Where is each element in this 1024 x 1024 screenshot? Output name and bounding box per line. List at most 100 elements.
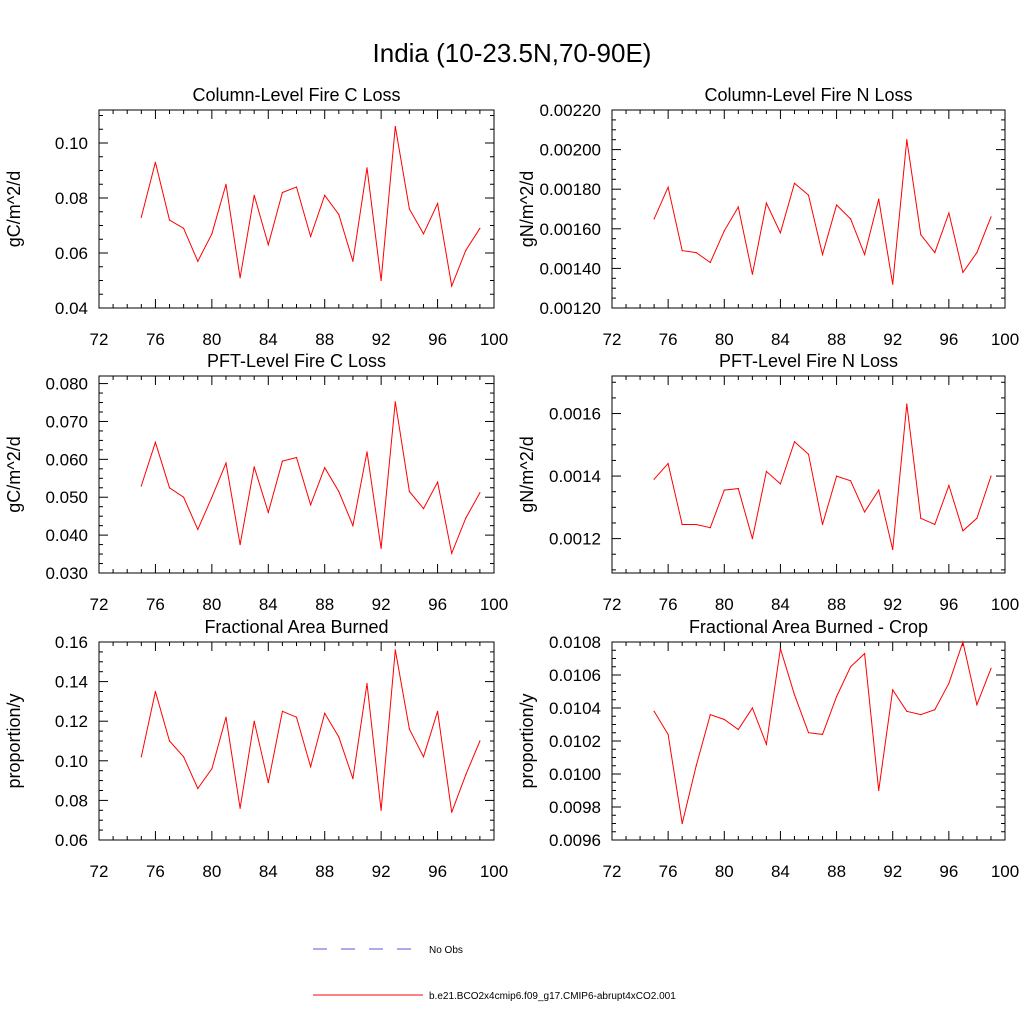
data-point <box>338 490 340 493</box>
data-point <box>197 528 199 531</box>
y-axis-label: gN/m^2/d <box>517 436 537 512</box>
data-point <box>437 202 439 205</box>
y-tick-label: 0.080 <box>45 375 88 394</box>
data-point <box>821 523 824 526</box>
data-point <box>183 496 185 498</box>
x-tick-label: 92 <box>883 862 902 881</box>
data-point <box>253 720 255 722</box>
panel-title: Column-Level Fire C Loss <box>192 85 400 105</box>
data-point <box>380 547 382 550</box>
data-point <box>934 252 936 254</box>
data-point <box>906 403 908 405</box>
data-point <box>709 261 711 264</box>
x-tick-label: 72 <box>90 595 109 614</box>
y-tick-label: 0.16 <box>55 633 88 652</box>
data-point <box>408 728 410 730</box>
data-point <box>465 249 467 251</box>
data-point <box>737 728 739 731</box>
data-point <box>437 481 439 483</box>
x-tick-label: 76 <box>659 330 678 349</box>
x-tick-label: 88 <box>827 595 846 614</box>
data-point <box>681 523 683 526</box>
x-tick-label: 72 <box>603 595 622 614</box>
y-tick-label: 0.14 <box>55 673 88 692</box>
data-point <box>892 283 894 285</box>
y-tick-label: 0.0104 <box>549 699 601 718</box>
data-point <box>465 517 467 519</box>
data-point <box>267 511 269 513</box>
x-tick-label: 96 <box>428 595 447 614</box>
data-point <box>807 732 810 734</box>
data-point <box>892 689 894 691</box>
data-point <box>920 234 922 236</box>
data-point <box>239 277 241 279</box>
data-point <box>422 508 425 510</box>
data-point <box>352 525 354 527</box>
data-point <box>821 733 824 736</box>
legend-obs-label: No Obs <box>429 945 463 956</box>
data-point <box>211 768 213 770</box>
panel-title: Column-Level Fire N Loss <box>704 85 912 105</box>
x-tick-label: 100 <box>480 330 508 349</box>
data-point <box>281 460 283 462</box>
data-point <box>681 250 683 252</box>
data-point <box>751 538 754 540</box>
data-point <box>934 709 936 711</box>
chart-panel-2: 72 76 80 84 88 92 96 100 0.00120 0.00140 0.00160 0.… <box>517 85 1019 349</box>
x-tick-label: 92 <box>372 595 391 614</box>
y-tick-label: 0.060 <box>45 450 88 469</box>
plot-frame <box>98 641 495 841</box>
y-tick-label: 0.04 <box>55 299 88 318</box>
data-point <box>906 139 908 141</box>
x-tick-label: 72 <box>90 862 109 881</box>
data-point <box>437 710 439 712</box>
data-point <box>422 756 425 758</box>
x-tick-label: 80 <box>202 330 221 349</box>
data-point <box>451 285 453 287</box>
x-tick-label: 76 <box>659 595 678 614</box>
y-tick-label: 0.08 <box>55 791 88 810</box>
data-point <box>366 167 368 169</box>
data-point <box>352 778 354 780</box>
data-point <box>324 194 326 196</box>
y-tick-label: 0.10 <box>55 134 88 153</box>
data-point <box>653 478 655 480</box>
data-point <box>892 548 894 551</box>
x-tick-label: 80 <box>202 862 221 881</box>
data-point <box>990 475 992 477</box>
data-point <box>154 161 156 163</box>
y-tick-label: 0.00200 <box>540 141 601 160</box>
series-line <box>653 139 992 285</box>
data-point <box>709 714 711 716</box>
data-point <box>380 809 382 811</box>
data-point <box>864 253 866 256</box>
data-point <box>211 496 213 498</box>
chart-panel-6: 72 76 80 84 88 92 96 100 0.0096 0.0098 0.0100 0.010… <box>517 617 1019 881</box>
x-tick-label: 84 <box>259 330 278 349</box>
data-point <box>253 466 255 468</box>
data-point <box>197 787 199 790</box>
data-point <box>310 766 312 768</box>
y-tick-label: 0.08 <box>55 189 88 208</box>
y-tick-label: 0.040 <box>45 526 88 545</box>
data-point <box>765 470 768 472</box>
data-point <box>154 690 156 693</box>
data-point <box>310 235 312 238</box>
data-point <box>695 765 697 767</box>
data-point <box>295 186 298 188</box>
y-tick-label: 0.0102 <box>549 732 601 751</box>
data-point <box>140 756 142 758</box>
data-point <box>380 279 382 282</box>
data-point <box>281 710 283 712</box>
y-tick-label: 0.00220 <box>540 101 601 120</box>
data-point <box>948 682 950 684</box>
data-point <box>310 504 312 506</box>
data-point <box>850 666 852 668</box>
x-tick-label: 84 <box>771 862 790 881</box>
data-point <box>807 453 810 455</box>
plot-frame <box>98 375 495 574</box>
data-point <box>324 712 326 714</box>
data-point <box>295 716 298 718</box>
x-tick-label: 96 <box>939 595 958 614</box>
y-tick-label: 0.0098 <box>549 798 601 817</box>
